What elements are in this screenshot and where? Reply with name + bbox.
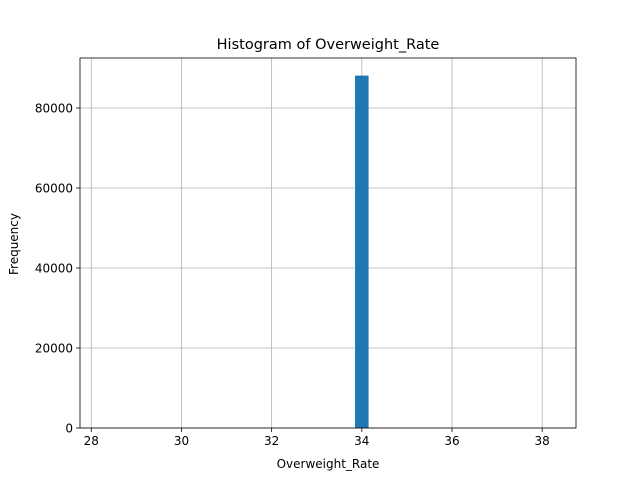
x-tick-label: 32 xyxy=(264,434,279,448)
histogram-bar xyxy=(355,75,369,428)
x-axis-label: Overweight_Rate xyxy=(277,457,380,471)
y-tick-label: 40000 xyxy=(35,262,73,276)
y-tick-label: 80000 xyxy=(35,102,73,116)
histogram-bars xyxy=(355,75,369,428)
y-tick-label: 0 xyxy=(65,422,73,436)
x-tick-label: 30 xyxy=(174,434,189,448)
x-tick-label: 34 xyxy=(354,434,369,448)
y-tick-label: 60000 xyxy=(35,182,73,196)
x-axis-ticks: 28 30 32 34 36 38 xyxy=(84,428,550,448)
y-tick-label: 20000 xyxy=(35,342,73,356)
axes-frame xyxy=(79,57,577,429)
x-tick-label: 36 xyxy=(444,434,459,448)
y-axis-ticks: 0 20000 40000 60000 80000 xyxy=(35,102,80,436)
x-tick-label: 28 xyxy=(84,434,99,448)
y-axis-label: Frequency xyxy=(7,213,21,275)
chart-title: Histogram of Overweight_Rate xyxy=(217,37,440,53)
x-tick-label: 38 xyxy=(535,434,550,448)
plot-frame xyxy=(79,57,577,429)
